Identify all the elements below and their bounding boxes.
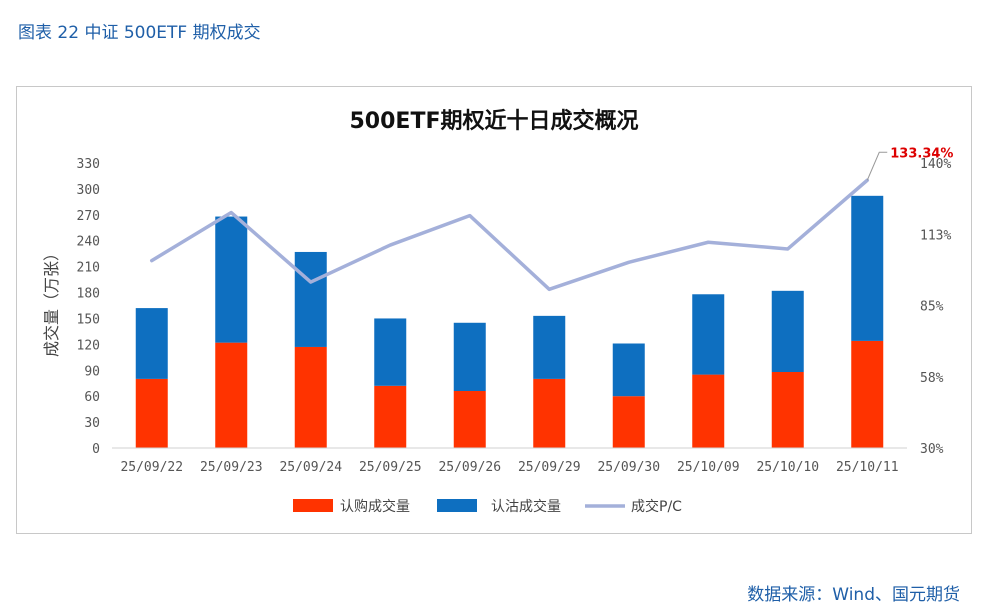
bars-layer — [135, 195, 884, 448]
figure-caption: 图表 22 中证 500ETF 期权成交 — [18, 23, 261, 43]
bar-put-volume — [771, 290, 804, 372]
y-tick-label: 150 — [77, 312, 100, 327]
bar-put-volume — [692, 294, 725, 375]
chart-canvas: 500ETF期权近十日成交概况 成交量（万张） 133.34% 0 30 60 90 1… — [42, 108, 953, 515]
y-tick-label: 330 — [77, 157, 100, 172]
bar-put-volume — [374, 318, 407, 386]
bar-call-volume — [771, 372, 804, 448]
y-tick-label: 180 — [77, 287, 100, 302]
bar-call-volume — [692, 374, 725, 448]
y2-tick-label: 30% — [920, 442, 944, 457]
x-tick-label: 25/09/24 — [279, 460, 342, 475]
bar-call-volume — [612, 396, 645, 448]
y-tick-label: 240 — [77, 235, 100, 250]
bar-call-volume — [374, 385, 407, 448]
bar-put-volume — [215, 216, 248, 343]
legend-swatch-put — [437, 499, 477, 512]
chart-frame: 500ETF期权近十日成交概况 成交量（万张） 133.34% 0 30 60 90 1… — [16, 86, 972, 534]
x-tick-label: 25/09/26 — [438, 460, 501, 475]
legend: 认购成交量 认沽成交量 成交P/C — [293, 498, 682, 515]
bar-put-volume — [294, 251, 327, 347]
bar-call-volume — [135, 378, 168, 448]
bar-call-volume — [851, 340, 884, 448]
x-tick-label: 25/09/29 — [518, 460, 581, 475]
bar-call-volume — [533, 378, 566, 448]
y-axis-label: 成交量（万张） — [42, 245, 61, 357]
chart-title: 500ETF期权近十日成交概况 — [350, 108, 639, 134]
x-tick-label: 25/10/09 — [677, 460, 740, 475]
y2-tick-label: 140% — [920, 157, 951, 172]
legend-label-pc: 成交P/C — [631, 498, 682, 515]
bar-put-volume — [612, 343, 645, 397]
bar-call-volume — [453, 391, 486, 448]
x-tick-label: 25/10/11 — [836, 460, 899, 475]
pc-line-layer: 133.34% — [150, 146, 953, 292]
legend-label-put: 认沽成交量 — [491, 498, 561, 515]
x-tick-label: 25/09/30 — [597, 460, 660, 475]
legend-swatch-call — [293, 499, 333, 512]
legend-label-call: 认购成交量 — [340, 498, 410, 515]
x-tick-label: 25/09/22 — [120, 460, 183, 475]
bar-put-volume — [135, 308, 168, 379]
bar-put-volume — [851, 195, 884, 341]
y-tick-label: 0 — [92, 442, 100, 457]
y2-tick-label: 85% — [920, 300, 944, 315]
y-tick-label: 60 — [84, 390, 100, 405]
bar-call-volume — [294, 346, 327, 448]
y-tick-label: 90 — [84, 364, 100, 379]
y-tick-label: 30 — [84, 416, 100, 431]
pc-ratio-line — [150, 178, 869, 292]
bar-put-volume — [533, 315, 566, 379]
axis-layer: 0 30 60 90 120 150 180 210 240 270 300 330 30% 58% 85%… — [77, 157, 952, 475]
y2-tick-label: 113% — [920, 228, 951, 243]
y-tick-label: 210 — [77, 261, 100, 276]
pc-annotation-label: 133.34% — [890, 146, 953, 161]
y-tick-label: 120 — [77, 338, 100, 353]
x-tick-label: 25/09/23 — [200, 460, 263, 475]
bar-put-volume — [453, 322, 486, 391]
y-tick-label: 300 — [77, 183, 100, 198]
y-tick-label: 270 — [77, 209, 100, 224]
x-tick-label: 25/10/10 — [756, 460, 819, 475]
y2-tick-label: 58% — [920, 371, 944, 386]
annotation-leader — [866, 151, 888, 181]
source-note: 数据来源：Wind、国元期货 — [747, 585, 960, 605]
bar-call-volume — [215, 342, 248, 448]
x-tick-label: 25/09/25 — [359, 460, 422, 475]
